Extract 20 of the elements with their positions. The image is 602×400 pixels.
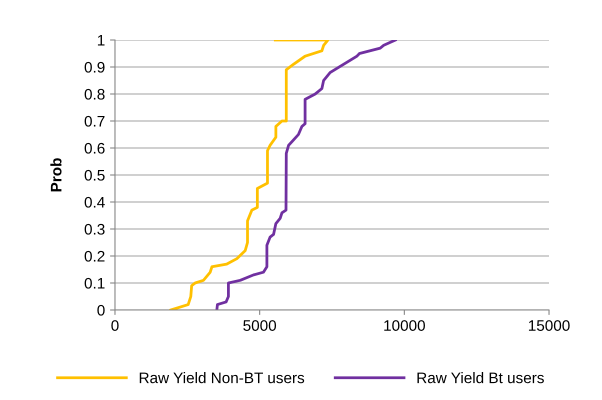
legend-label: Raw Yield Non-BT users [140, 372, 304, 384]
y-tick-label: 0.8 [84, 88, 105, 100]
y-tick-label: 0.3 [84, 224, 105, 235]
line-series [169, 40, 330, 310]
line-series [215, 40, 397, 310]
y-tick-label: 0.4 [84, 196, 105, 208]
x-tick-label: 5000 [243, 320, 276, 331]
y-tick-label: 1 [98, 35, 105, 46]
y-tick-label: 0.2 [84, 250, 104, 262]
y-tick-label: 0.5 [84, 170, 105, 181]
x-tick-label: 15000 [528, 320, 570, 331]
y-tick-label: 0.7 [84, 116, 104, 127]
legend-label: Raw Yield Bt users [417, 372, 544, 384]
y-axis-title: Prob [50, 158, 62, 192]
x-tick-label: 0 [111, 320, 119, 331]
y-tick-label: 0.6 [84, 142, 105, 154]
x-tick-label: 10000 [384, 320, 425, 331]
y-tick-label: 0.9 [84, 62, 105, 73]
y-tick-label: 0.1 [84, 278, 105, 289]
y-tick-label: 0 [97, 304, 105, 316]
